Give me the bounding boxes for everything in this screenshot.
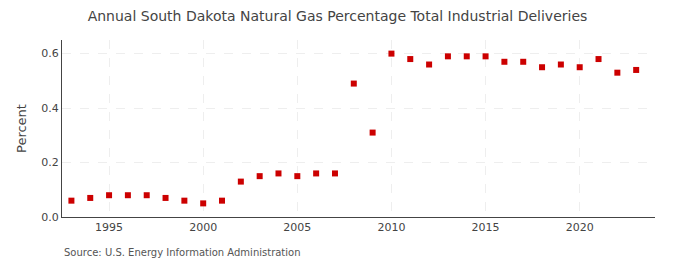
svg-text:Source: U.S. Energy Informatio: Source: U.S. Energy Information Administ… [64,247,301,258]
svg-text:0.6: 0.6 [41,47,59,60]
svg-text:0.2: 0.2 [41,156,59,169]
svg-text:Annual South Dakota Natural Ga: Annual South Dakota Natural Gas Percenta… [88,8,588,24]
svg-text:2005: 2005 [283,221,311,234]
svg-text:2020: 2020 [566,221,594,234]
svg-text:0.4: 0.4 [41,102,59,115]
svg-text:2010: 2010 [377,221,405,234]
svg-text:2015: 2015 [472,221,500,234]
svg-text:1995: 1995 [95,221,123,234]
svg-text:Percent: Percent [14,104,29,153]
svg-text:2000: 2000 [189,221,217,234]
svg-text:0.0: 0.0 [41,211,59,224]
